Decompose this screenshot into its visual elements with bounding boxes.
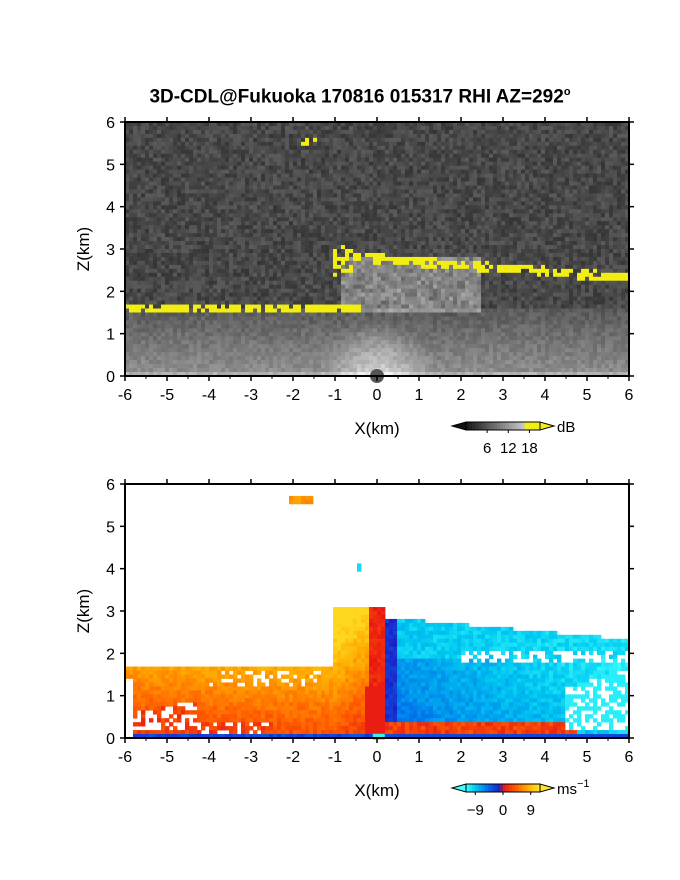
- colorbar-low-arrow: [450, 421, 467, 431]
- y-tick-label: 4: [106, 200, 115, 217]
- x-tick-label: -4: [202, 387, 216, 404]
- x-tick-label: 4: [541, 387, 550, 404]
- y-axis-title: Z(km): [74, 227, 93, 271]
- colorbar-high-arrow: [539, 783, 556, 793]
- chart-title: 3D-CDL@Fukuoka 170816 015317 RHI AZ=292o: [149, 86, 571, 108]
- colorbar-unit: dB: [557, 419, 575, 436]
- x-tick-label: -1: [328, 749, 342, 766]
- x-tick-label: -1: [328, 387, 342, 404]
- x-tick-label: -2: [286, 387, 300, 404]
- y-tick-label: 0: [106, 731, 115, 748]
- y-tick-label: 2: [106, 646, 115, 663]
- x-axis-title: X(km): [354, 419, 399, 438]
- y-tick-label: 5: [106, 519, 115, 536]
- colorbar-tick-label: 0: [499, 802, 507, 819]
- colorbar: dB 6 12 18: [450, 419, 575, 457]
- x-tick-label: -5: [160, 749, 174, 766]
- x-tick-label: -6: [118, 387, 132, 404]
- y-tick-label: 5: [106, 157, 115, 174]
- colorbar-tick-label: −9: [467, 802, 484, 819]
- x-tick-label: 6: [625, 749, 634, 766]
- y-tick-label: 2: [106, 284, 115, 301]
- y-tick-label: 0: [106, 369, 115, 386]
- colorbar-tick-label: 6: [483, 440, 491, 457]
- x-tick-label: 1: [415, 749, 424, 766]
- colorbar-high-arrow: [539, 421, 556, 431]
- heatmap-cells: [125, 495, 629, 738]
- colorbar-low-arrow: [450, 783, 467, 793]
- x-tick-label: -3: [244, 387, 258, 404]
- y-tick-label: 3: [106, 604, 115, 621]
- y-tick-label: 1: [106, 689, 115, 706]
- x-tick-label: -4: [202, 749, 216, 766]
- y-tick-label: 1: [106, 327, 115, 344]
- x-tick-label: 0: [373, 749, 382, 766]
- colorbar-frame: [465, 421, 541, 431]
- x-tick-label: 5: [583, 749, 592, 766]
- panel-2: -6 -5 -4 -3 -2 -1 0 1 2 3 4 5 6 0 1 2 3 4 5 6 X(km) Z(km) ms−1…: [74, 477, 634, 819]
- heatmap-cells: [125, 122, 629, 376]
- x-tick-label: 3: [499, 387, 508, 404]
- radar-site-marker: [372, 733, 385, 740]
- x-tick-label: 3: [499, 749, 508, 766]
- x-tick-label: 2: [457, 387, 466, 404]
- x-tick-label: -3: [244, 749, 258, 766]
- x-tick-label: 5: [583, 387, 592, 404]
- x-tick-label: 6: [625, 387, 634, 404]
- y-tick-label: 4: [106, 562, 115, 579]
- y-tick-label: 3: [106, 242, 115, 259]
- x-tick-label: -6: [118, 749, 132, 766]
- x-axis-title: X(km): [354, 781, 399, 800]
- colorbar-tick-label: 12: [500, 440, 517, 457]
- colorbar-unit: ms−1: [557, 778, 590, 798]
- y-tick-label: 6: [106, 477, 115, 494]
- y-axis-title: Z(km): [74, 589, 93, 633]
- x-tick-label: -5: [160, 387, 174, 404]
- colorbar: ms−1 −9 0 9: [450, 778, 590, 819]
- x-tick-label: 0: [373, 387, 382, 404]
- y-tick-label: 6: [106, 115, 115, 132]
- colorbar-tick-label: 9: [527, 802, 535, 819]
- x-tick-label: 4: [541, 749, 550, 766]
- colorbar-tick-label: 18: [521, 440, 538, 457]
- x-tick-label: -2: [286, 749, 300, 766]
- x-tick-label: 1: [415, 387, 424, 404]
- x-tick-label: 2: [457, 749, 466, 766]
